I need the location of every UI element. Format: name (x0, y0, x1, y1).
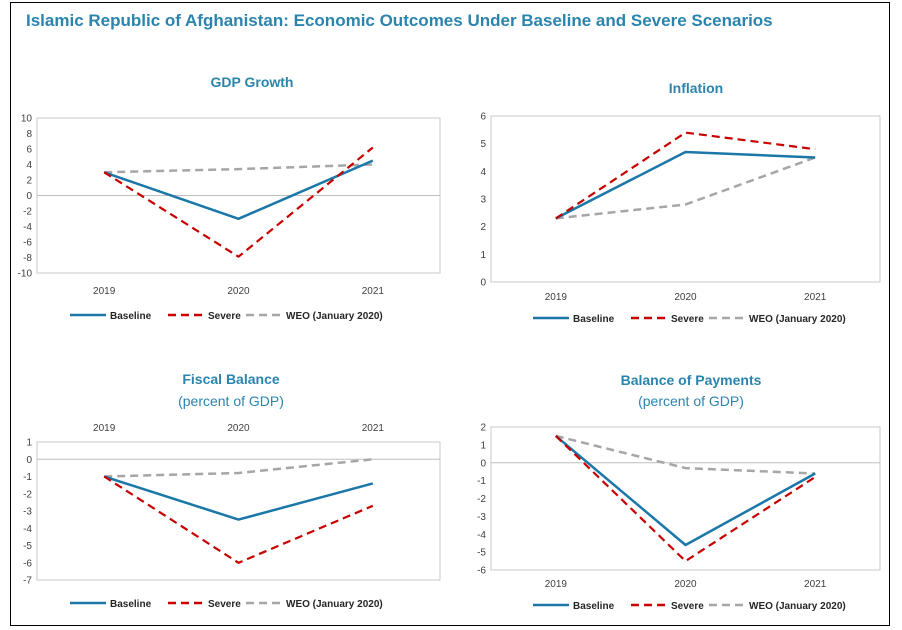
balance-of-payments-ytick-label: -1 (477, 476, 486, 487)
balance-of-payments-ytick-label: 2 (480, 423, 486, 434)
gdp-growth-series-weo (104, 163, 373, 174)
gdp-growth-legend-label-weo: WEO (January 2020) (286, 311, 383, 322)
inflation-series-baseline (555, 150, 816, 220)
gdp-growth-ytick-label: 10 (21, 114, 33, 125)
fiscal-balance-ytick-label: -1 (23, 472, 32, 483)
balance-of-payments-ytick-label: 1 (480, 440, 486, 451)
inflation-chart: Inflation 6 5 4 3 2 1 0 2019 2020 2021 Baseline Seve… (480, 80, 881, 325)
fiscal-balance-ytick-label: -5 (23, 541, 32, 552)
inflation-xtick-label: 2020 (674, 292, 697, 303)
inflation-legend: Baseline Severe WEO (January 2020) (533, 314, 846, 325)
gdp-growth-ytick-label: 4 (26, 160, 32, 171)
inflation-ytick-label: 3 (480, 195, 486, 206)
inflation-ytick-label: 0 (480, 278, 486, 289)
gdp-growth-series-baseline (103, 159, 374, 221)
inflation-legend-label-severe: Severe (671, 314, 704, 325)
gdp-growth-ytick-label: 8 (26, 129, 32, 140)
gdp-growth-legend-label-baseline: Baseline (110, 311, 152, 322)
balance-of-payments-legend-label-weo: WEO (January 2020) (749, 601, 846, 612)
balance-of-payments-ytick-label: 0 (480, 458, 486, 469)
fiscal-balance-series-severe (103, 475, 374, 564)
gdp-growth-ytick-label: 0 (26, 191, 32, 202)
gdp-growth-ytick-label: -8 (23, 253, 32, 264)
fiscal-balance-ytick-label: 0 (26, 455, 32, 466)
fiscal-balance-title: Fiscal Balance (182, 371, 279, 387)
fiscal-balance-xtick-label: 2021 (362, 423, 385, 434)
balance-of-payments-ytick-label: -5 (477, 548, 486, 559)
inflation-ytick-label: 5 (480, 139, 486, 150)
inflation-xtick-label: 2021 (804, 292, 827, 303)
figure-frame (10, 2, 890, 626)
gdp-growth-ytick-label: -10 (18, 269, 33, 280)
fiscal-balance-xtick-label: 2019 (93, 423, 116, 434)
inflation-series-weo (555, 156, 816, 220)
balance-of-payments-xtick-label: 2019 (545, 579, 568, 590)
gdp-growth-chart: GDP Growth 10 8 6 4 2 0 -2 -4 -6 -8 -10 2019 2020 2021… (18, 74, 441, 322)
gdp-growth-series-severe (103, 146, 374, 258)
gdp-growth-ytick-label: -4 (23, 222, 32, 233)
fiscal-balance-ytick-label: -6 (23, 558, 32, 569)
gdp-growth-xtick-label: 2020 (227, 286, 250, 297)
gdp-growth-ytick-label: -2 (23, 207, 32, 218)
fiscal-balance-ytick-label: 1 (26, 438, 32, 449)
fiscal-balance-plot-area (36, 441, 441, 581)
balance-of-payments-series-baseline (554, 434, 816, 547)
gdp-growth-title: GDP Growth (211, 74, 294, 90)
gdp-growth-ytick-label: 6 (26, 145, 32, 156)
fiscal-balance-xtick-label: 2020 (227, 423, 250, 434)
gdp-growth-legend-label-severe: Severe (208, 311, 241, 322)
inflation-plot-area (490, 115, 881, 283)
fiscal-balance-chart: Fiscal Balance (percent of GDP) 1 0 -1 -2 -3 -4… (23, 371, 441, 610)
balance-of-payments-ytick-label: -2 (477, 494, 486, 505)
balance-of-payments-subtitle: (percent of GDP) (638, 393, 744, 409)
inflation-legend-label-baseline: Baseline (573, 314, 615, 325)
gdp-growth-xtick-label: 2021 (362, 286, 385, 297)
inflation-ytick-label: 2 (480, 222, 486, 233)
inflation-ytick-label: 4 (480, 167, 486, 178)
gdp-growth-legend: Baseline Severe WEO (January 2020) (70, 311, 383, 322)
balance-of-payments-ytick-label: -6 (477, 566, 486, 577)
balance-of-payments-series-weo (555, 434, 816, 475)
balance-of-payments-xtick-label: 2021 (804, 579, 827, 590)
gdp-growth-ytick-label: -6 (23, 238, 32, 249)
fiscal-balance-subtitle: (percent of GDP) (178, 393, 284, 409)
balance-of-payments-ytick-label: -3 (477, 512, 486, 523)
balance-of-payments-ytick-label: -4 (477, 530, 486, 541)
balance-of-payments-chart: Balance of Payments (percent of GDP) 2 1 0 -1… (477, 372, 881, 612)
fiscal-balance-ytick-label: -3 (23, 507, 32, 518)
balance-of-payments-legend-label-severe: Severe (671, 601, 704, 612)
gdp-growth-xtick-label: 2019 (93, 286, 116, 297)
inflation-legend-label-weo: WEO (January 2020) (749, 314, 846, 325)
fiscal-balance-legend-label-baseline: Baseline (110, 599, 152, 610)
fiscal-balance-legend-label-severe: Severe (208, 599, 241, 610)
fiscal-balance-legend: Baseline Severe WEO (January 2020) (70, 599, 383, 610)
balance-of-payments-plot-area (490, 426, 881, 571)
inflation-ytick-label: 1 (480, 250, 486, 261)
balance-of-payments-title: Balance of Payments (621, 372, 762, 388)
inflation-ytick-label: 6 (480, 112, 486, 123)
fiscal-balance-ytick-label: -7 (23, 576, 32, 587)
fiscal-balance-ytick-label: -4 (23, 524, 32, 535)
balance-of-payments-legend: Baseline Severe WEO (January 2020) (533, 601, 846, 612)
inflation-xtick-label: 2019 (545, 292, 568, 303)
fiscal-balance-ytick-label: -2 (23, 489, 32, 500)
figure-title: Islamic Republic of Afghanistan: Economi… (26, 11, 773, 30)
fiscal-balance-series-baseline (103, 475, 374, 521)
balance-of-payments-legend-label-baseline: Baseline (573, 601, 615, 612)
gdp-growth-ytick-label: 2 (26, 176, 32, 187)
fiscal-balance-legend-label-weo: WEO (January 2020) (286, 599, 383, 610)
balance-of-payments-xtick-label: 2020 (674, 579, 697, 590)
fiscal-balance-series-weo (104, 458, 373, 478)
inflation-title: Inflation (669, 80, 723, 96)
